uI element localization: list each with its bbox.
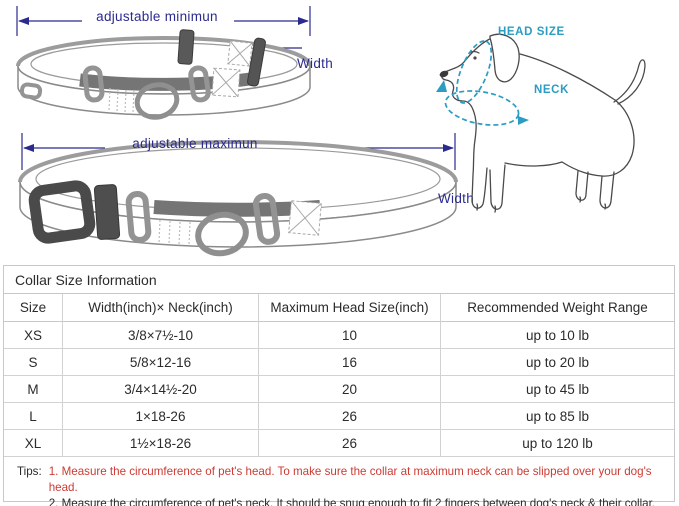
min-dimension-lines [16, 6, 311, 36]
weight-cell: up to 120 lb [441, 430, 674, 457]
neck-label: NECK [534, 84, 569, 96]
collar-max-stitch-box [288, 200, 322, 236]
table-row: XL 1½×18-26 26 up to 120 lb [4, 430, 674, 457]
table-row: S 5/8×12-16 16 up to 20 lb [4, 349, 674, 376]
header-width-neck: Width(inch)× Neck(inch) [63, 294, 259, 322]
head-size-measure-loop [455, 40, 493, 104]
head-size-label: HEAD SIZE [498, 26, 565, 38]
collar-min-drawing [16, 29, 312, 120]
size-cell: XS [4, 322, 63, 349]
collar-max-d-ring [195, 211, 249, 257]
width-label-min: Width [297, 56, 334, 71]
collar-min-left-loop [82, 65, 105, 103]
collar-min-right-loop [188, 65, 211, 103]
dog-front-leg [471, 139, 488, 209]
dog-head-outline [441, 37, 493, 141]
head-size-cell: 26 [259, 430, 441, 457]
header-weight-range: Recommended Weight Range [441, 294, 674, 322]
weight-cell: up to 45 lb [441, 376, 674, 403]
tip-line-2: 2. Measure the circumference of pet's ne… [48, 497, 656, 506]
weight-cell: up to 85 lb [441, 403, 674, 430]
collar-min-front-strap [17, 65, 311, 116]
collar-min-stitch-box-back [227, 40, 253, 67]
head-size-cell: 10 [259, 322, 441, 349]
collar-min-left-keeper [19, 82, 43, 100]
collar-min-d-ring [134, 82, 180, 120]
head-size-cell: 20 [259, 376, 441, 403]
collar-min-stitch-box-front [211, 67, 241, 98]
width-neck-cell: 3/8×7½-10 [63, 322, 259, 349]
collar-max-buckle [28, 180, 96, 244]
collar-max-drawing [18, 140, 458, 257]
neck-measure-loop [444, 90, 520, 126]
head-size-cell: 16 [259, 349, 441, 376]
collar-max-keeper [93, 184, 121, 240]
adjustable-minimum-label: adjustable minimun [96, 9, 218, 24]
table-row: XS 3/8×7½-10 10 up to 10 lb [4, 322, 674, 349]
table-header-row: Size Width(inch)× Neck(inch) Maximum Hea… [4, 294, 674, 322]
dog-belly [504, 161, 563, 167]
measure-arrow [518, 116, 529, 125]
head-size-cell: 26 [259, 403, 441, 430]
collar-max-left-loop [125, 190, 152, 243]
collar-max-right-loop [252, 193, 281, 245]
min-dimension-arrowheads [18, 17, 309, 25]
tip-line-1: 1. Measure the circumference of pet's he… [48, 465, 652, 494]
collar-min-slider [177, 29, 195, 65]
collar-min-tab [247, 37, 266, 87]
header-max-head-size: Maximum Head Size(inch) [259, 294, 441, 322]
size-cell: XL [4, 430, 63, 457]
size-cell: M [4, 376, 63, 403]
tips-section: Tips: 1. Measure the circumference of pe… [4, 457, 674, 506]
dog-diagram [436, 33, 646, 213]
tips-label: Tips: [17, 465, 42, 478]
width-neck-cell: 1½×18-26 [63, 430, 259, 457]
weight-cell: up to 20 lb [441, 349, 674, 376]
width-neck-cell: 3/4×14½-20 [63, 376, 259, 403]
width-neck-cell: 5/8×12-16 [63, 349, 259, 376]
collar-size-table: Collar Size Information Size Width(inch)… [3, 265, 675, 506]
weight-cell: up to 10 lb [441, 322, 674, 349]
adjustable-maximum-label: adjustable maximun [132, 136, 258, 151]
dog-hind-leg [561, 99, 635, 177]
size-cell: L [4, 403, 63, 430]
table-title: Collar Size Information [4, 266, 674, 294]
width-neck-cell: 1×18-26 [63, 403, 259, 430]
table-row: L 1×18-26 26 up to 85 lb [4, 403, 674, 430]
dog-eye [473, 56, 477, 60]
width-label-max: Width [438, 191, 475, 206]
measure-arrow [436, 80, 447, 92]
table-row: M 3/4×14½-20 20 up to 45 lb [4, 376, 674, 403]
size-cell: S [4, 349, 63, 376]
collar-minimum-diagram [16, 6, 312, 120]
dog-back [519, 53, 616, 101]
dog-ear [489, 33, 520, 83]
collar-maximum-diagram [18, 133, 458, 257]
header-size: Size [4, 294, 63, 322]
dog-nose [439, 70, 449, 78]
max-dimension-arrowheads [23, 144, 454, 152]
dog-tail [613, 59, 646, 105]
